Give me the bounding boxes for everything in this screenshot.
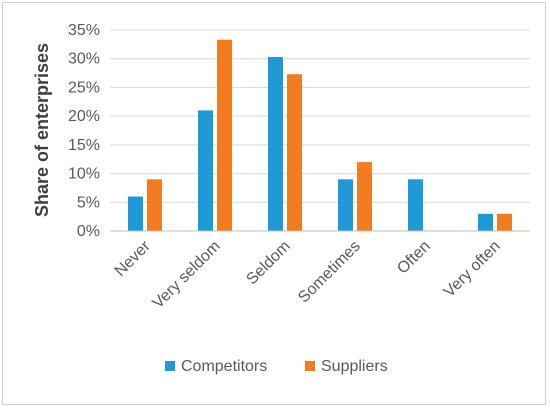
y-tick-label: 10% [68,166,100,183]
y-tick-label: 25% [68,79,100,96]
y-tick-label: 35% [68,22,100,39]
x-tick-label: Often [394,238,434,278]
y-axis-ticks: 0% 5% 10% 15% 20% 25% 30% 35% [68,22,100,240]
gridlines [110,29,530,203]
x-tick-label: Never [112,237,155,280]
bar-suppliers-seldom [287,74,302,231]
bar-competitors-never [128,196,143,231]
bar-competitors-sometimes [338,179,353,231]
x-tick-label: Very seldom [150,238,224,312]
y-tick-label: 20% [68,108,100,125]
legend-label-competitors: Competitors [181,358,267,375]
bar-suppliers-very-seldom [217,39,232,232]
legend-swatch-suppliers [305,361,315,371]
bar-competitors-seldom [268,56,283,232]
bar-suppliers-very-often [497,213,512,231]
bar-suppliers-never [147,179,162,231]
x-tick-label: Very often [441,238,504,301]
x-tick-label: Sometimes [295,238,364,307]
y-tick-label: 15% [68,137,100,154]
legend-label-suppliers: Suppliers [321,358,388,375]
bar-competitors-very-often [478,213,493,231]
y-tick-label: 5% [77,194,100,211]
legend-swatch-competitors [165,361,175,371]
legend: Competitors Suppliers [165,358,388,375]
x-tick-label: Seldom [243,238,293,288]
y-axis-label: Share of enterprises [32,43,52,217]
bar-suppliers-sometimes [357,162,372,231]
y-tick-label: 0% [77,223,100,240]
y-tick-label: 30% [68,51,100,68]
bar-competitors-very-seldom [198,110,213,231]
bars [128,39,512,232]
bar-competitors-often [408,179,423,231]
